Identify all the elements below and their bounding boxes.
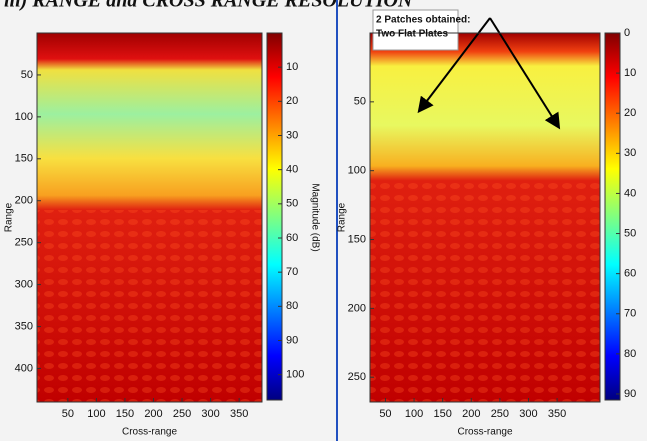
annotation: 2 Patches obtained: [376, 15, 470, 26]
colorbar-tick-label: 10 [624, 67, 636, 79]
colorbar-tick-label: 90 [286, 334, 298, 346]
y-tick-label: 300 [15, 278, 33, 290]
y-tick-label: 250 [15, 237, 33, 249]
colorbar-tick-label: 50 [624, 227, 636, 239]
colorbar-tick-label: 30 [286, 129, 298, 141]
colorbar-tick-label: 70 [624, 308, 636, 320]
y-tick-label: 400 [15, 362, 33, 374]
colorbar-tick-label: 20 [286, 95, 298, 107]
colorbar-label: Magnitude (dB) [309, 183, 320, 251]
colorbar-tick-label: 0 [624, 27, 630, 39]
arrow [489, 17, 561, 130]
colorbar [604, 32, 621, 401]
colorbar-tick-label: 30 [624, 147, 636, 159]
colorbar-tick-label: 100 [286, 369, 304, 381]
axes-frame [369, 32, 601, 403]
y-tick-label: 150 [348, 233, 366, 245]
y-tick-label: 100 [348, 165, 366, 177]
y-tick-label: 150 [15, 153, 33, 165]
x-tick-label: 250 [491, 408, 509, 420]
y-tick-label: 50 [354, 96, 366, 108]
colorbar-tick-label: 60 [286, 232, 298, 244]
x-tick-label: 350 [230, 408, 248, 420]
y-tick-label: 200 [15, 195, 33, 207]
y-tick-label: 100 [15, 111, 33, 123]
x-tick-label: 200 [462, 408, 480, 420]
x-axis-label: Cross-range [122, 427, 177, 438]
x-axis-label: Cross-range [457, 427, 512, 438]
axes-frame [36, 32, 263, 403]
x-tick-label: 150 [116, 408, 134, 420]
y-tick-label: 50 [21, 69, 33, 81]
x-tick-label: 200 [144, 408, 162, 420]
colorbar-tick-label: 80 [286, 300, 298, 312]
colorbar-tick-label: 60 [624, 268, 636, 280]
colorbar-tick-label: 80 [624, 348, 636, 360]
x-tick-label: 100 [87, 408, 105, 420]
colorbar-tick-label: 50 [286, 198, 298, 210]
x-tick-label: 100 [405, 408, 423, 420]
colorbar-tick-label: 40 [624, 187, 636, 199]
colorbar-tick-label: 10 [286, 61, 298, 73]
x-tick-label: 50 [379, 408, 391, 420]
x-tick-label: 350 [548, 408, 566, 420]
x-tick-label: 300 [519, 408, 537, 420]
colorbar-tick-label: 20 [624, 107, 636, 119]
x-tick-label: 50 [62, 408, 74, 420]
y-tick-label: 200 [348, 302, 366, 314]
colorbar-tick-label: 70 [286, 266, 298, 278]
colorbar-tick-label: 90 [624, 388, 636, 400]
heatmap-texture [37, 210, 262, 402]
annotation-box [372, 9, 459, 51]
y-tick-label: 350 [15, 320, 33, 332]
x-tick-label: 150 [433, 408, 451, 420]
heatmap-texture [370, 180, 600, 402]
x-tick-label: 300 [201, 408, 219, 420]
colorbar [266, 32, 283, 401]
annotation: Two Flat Plates [376, 29, 448, 40]
y-tick-label: 250 [348, 371, 366, 383]
y-axis-label: Range [4, 202, 15, 232]
x-tick-label: 250 [173, 408, 191, 420]
caption: iii) RANGE and CROSS RANGE RESOLUTION [4, 0, 414, 12]
y-axis-label: Range [337, 202, 348, 232]
colorbar-tick-label: 40 [286, 164, 298, 176]
